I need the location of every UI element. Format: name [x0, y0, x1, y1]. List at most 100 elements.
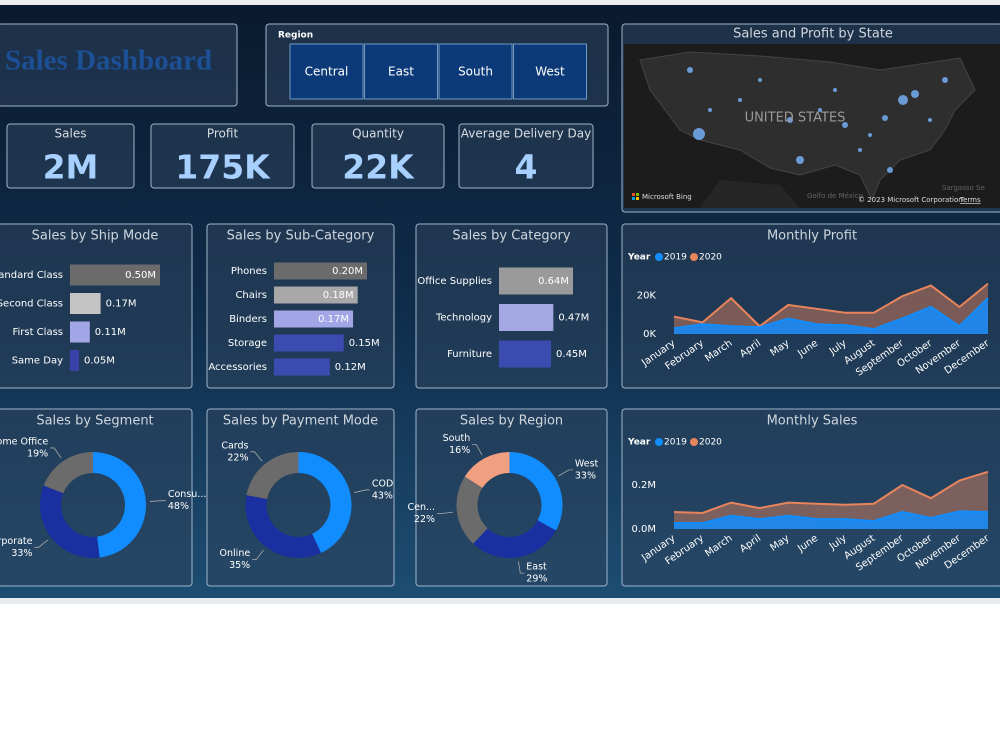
category-label: First Class — [12, 327, 63, 338]
donut-slice — [246, 452, 299, 500]
legend-label: 2019 — [664, 438, 687, 448]
map-dot — [687, 67, 693, 73]
leader-line — [558, 469, 573, 477]
leader-line — [149, 500, 166, 502]
slice-value: 29% — [526, 574, 547, 585]
map-dot — [796, 156, 804, 164]
slice-label: Cards — [221, 440, 248, 451]
slicer-option[interactable]: West — [535, 65, 565, 79]
slice-value: 35% — [229, 560, 250, 571]
slice-value: 33% — [575, 470, 596, 481]
map-dot — [868, 133, 872, 137]
map-dot — [858, 148, 862, 152]
data-label: 0.18M — [323, 290, 354, 301]
kpi-label: Sales — [55, 127, 87, 141]
chart-title: Sales by Ship Mode — [32, 229, 159, 244]
bar — [499, 340, 552, 368]
slicer-button[interactable] — [513, 43, 587, 100]
chart-panel — [206, 408, 395, 587]
slicer-option[interactable]: Central — [305, 65, 349, 79]
leader-line — [354, 489, 370, 493]
slice-value: 19% — [27, 448, 48, 459]
donut-slice — [456, 476, 488, 544]
category-label: Binders — [229, 314, 267, 325]
slicer-option[interactable]: South — [458, 65, 493, 79]
data-label: 0.15M — [349, 338, 380, 349]
map-dot — [882, 115, 888, 121]
leader-line — [437, 511, 453, 515]
map-dot — [887, 167, 893, 173]
map-terms[interactable]: Terms — [959, 196, 981, 204]
map-dot — [942, 77, 948, 83]
bar — [70, 264, 160, 286]
slice-value: 48% — [168, 501, 189, 512]
map-credit: Microsoft Bing — [642, 193, 692, 201]
bar — [274, 310, 354, 328]
donut-slice — [245, 495, 322, 558]
slicer-label: Region — [278, 31, 313, 41]
legend-label: 2020 — [699, 438, 722, 448]
category-label: Second Class — [0, 299, 63, 310]
bar — [274, 286, 358, 304]
donut-slice — [473, 520, 556, 558]
slicer-button[interactable] — [364, 43, 438, 100]
chart-title: Monthly Sales — [767, 414, 858, 429]
legend-title: Year — [627, 438, 651, 448]
legend-title: Year — [627, 253, 651, 263]
bar — [70, 350, 79, 371]
donut-slice — [509, 452, 563, 531]
data-label: 0.45M — [556, 349, 587, 360]
area-line — [673, 470, 989, 514]
slice-label: Online — [220, 548, 251, 559]
kpi-card — [150, 123, 295, 189]
map-dot — [928, 118, 932, 122]
kpi-card — [6, 123, 135, 189]
kpi-label: Average Delivery Day — [461, 127, 591, 141]
top-bar — [0, 0, 1000, 5]
data-label: 0.50M — [125, 270, 156, 281]
legend-label: 2020 — [699, 253, 722, 263]
category-label: Storage — [228, 338, 267, 349]
legend-marker — [690, 438, 698, 446]
category-label: Standard Class — [0, 270, 63, 281]
map-dot — [693, 128, 705, 140]
bar — [70, 321, 90, 343]
donut-slice — [93, 452, 147, 558]
donut-slice — [298, 452, 352, 553]
map-dot — [842, 122, 848, 128]
area — [674, 298, 988, 334]
map-dot — [833, 88, 837, 92]
slice-label: West — [575, 458, 599, 469]
chart-title: Sales by Sub-Category — [227, 229, 375, 244]
map-dot — [818, 108, 822, 112]
slicer-button[interactable] — [438, 43, 513, 100]
chart-title: Sales by Category — [452, 229, 571, 244]
chart-panel — [621, 223, 1000, 389]
map-dots — [687, 67, 948, 173]
data-label: 0.12M — [335, 362, 366, 373]
kpi-card — [311, 123, 445, 189]
map-copyright: © 2023 Microsoft Corporation — [858, 196, 963, 204]
bing-logo — [636, 193, 639, 196]
kpi-value: 175K — [175, 148, 271, 187]
slice-value: 22% — [227, 452, 248, 463]
slice-label: COD — [372, 478, 393, 489]
legend-marker — [655, 438, 663, 446]
kpi-value: 2M — [43, 148, 99, 187]
bar — [70, 293, 101, 314]
slicer-button[interactable] — [289, 43, 364, 100]
leader-line — [34, 539, 49, 548]
y-tick-label: 0.0M — [631, 524, 656, 535]
chart-panel — [621, 408, 1000, 587]
category-label: Office Supplies — [417, 276, 492, 287]
slicer-option[interactable]: East — [388, 65, 414, 79]
map-dot — [738, 98, 742, 102]
donut-slice — [464, 452, 510, 488]
map-dot — [708, 108, 712, 112]
category-label: Phones — [231, 266, 267, 277]
map-label: UNITED STATES — [745, 111, 846, 126]
y-tick-label: 0K — [643, 329, 656, 340]
leader-line — [50, 447, 62, 459]
chart-title: Sales by Region — [460, 414, 563, 429]
